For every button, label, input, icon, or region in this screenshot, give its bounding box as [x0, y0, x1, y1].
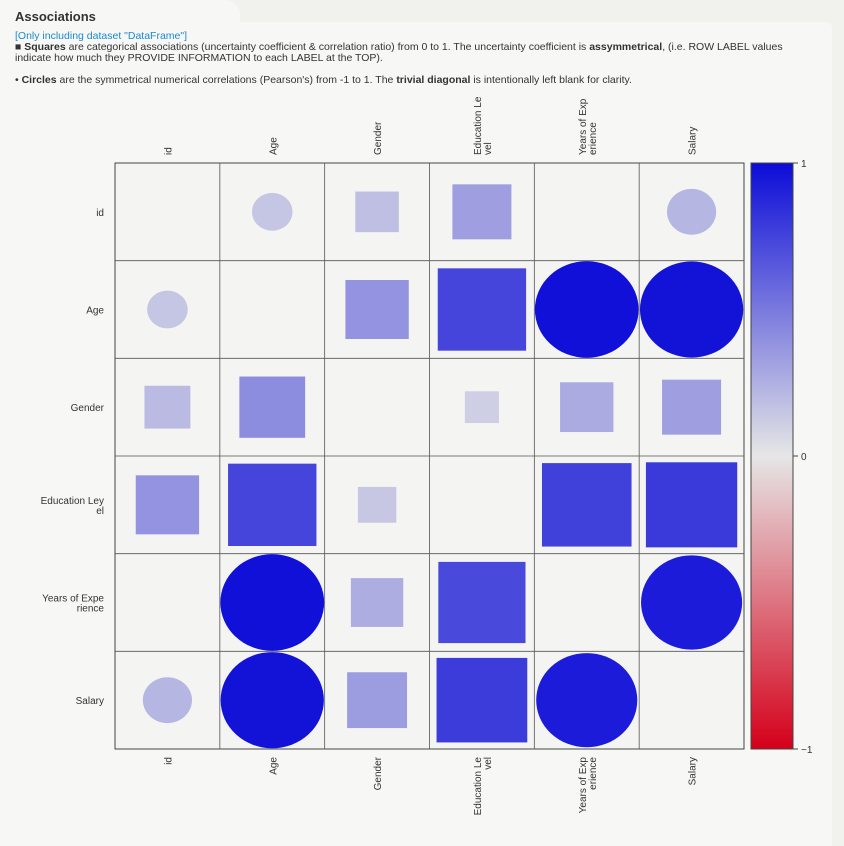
correlation-circle — [639, 261, 744, 358]
association-square — [437, 268, 527, 351]
association-square — [464, 391, 499, 424]
row-label: rience — [77, 604, 105, 615]
column-label-top: Gender — [373, 121, 384, 155]
row-label: Years of Expe — [42, 594, 104, 605]
association-square — [438, 561, 526, 644]
association-square — [239, 376, 306, 438]
circles-text: are the symmetrical numerical correlatio… — [56, 74, 397, 86]
column-label-bottom: id — [163, 757, 174, 765]
association-square — [662, 379, 722, 435]
colorbar — [750, 162, 794, 750]
correlation-circle — [220, 554, 325, 651]
column-label-bottom: Age — [268, 757, 279, 775]
column-label-bottom: Gender — [373, 756, 384, 790]
column-label-top: id — [163, 147, 174, 155]
colorbar-tick-label: −1 — [801, 745, 813, 756]
circles-note: • Circles are the symmetrical numerical … — [15, 75, 805, 86]
correlation-circle — [534, 261, 639, 358]
correlation-circle — [641, 555, 743, 650]
squares-text: are categorical associations (uncertaint… — [65, 41, 590, 53]
squares-text-end: , (i.e. ROW LABEL values indicate how mu… — [15, 41, 783, 64]
trivial-diagonal-label: trivial diagonal — [396, 74, 471, 86]
circles-label: Circles — [21, 74, 57, 86]
column-label-bottom: erience — [588, 757, 599, 790]
correlation-circle — [251, 192, 293, 231]
association-square — [452, 184, 512, 240]
association-square — [228, 463, 317, 547]
column-label-top: vel — [483, 142, 494, 155]
association-square — [645, 462, 738, 548]
square-bullet: ■ — [15, 41, 25, 53]
correlation-circle — [666, 188, 717, 235]
column-label-top: erience — [588, 122, 599, 155]
dataset-note: [Only including dataset "DataFrame"] — [15, 30, 188, 42]
correlation-circle — [142, 677, 193, 724]
assymmetrical-label: assymmetrical — [589, 41, 663, 53]
association-square — [541, 463, 632, 547]
column-label-bottom: Years of Exp — [578, 757, 589, 814]
row-label: Salary — [76, 696, 104, 707]
association-square — [357, 486, 397, 523]
circle-bullet: • — [15, 74, 22, 86]
association-square — [355, 191, 399, 233]
squares-label: Squares — [24, 41, 66, 53]
association-square — [350, 578, 404, 627]
row-label: Education Ley — [41, 496, 104, 507]
row-label: id — [96, 208, 104, 219]
section-tab — [0, 0, 240, 22]
association-square — [144, 385, 191, 429]
row-label: Gender — [71, 403, 105, 414]
correlation-circle — [220, 652, 324, 749]
column-label-top: Age — [268, 137, 279, 155]
colorbar-tick-label: 1 — [801, 159, 807, 170]
column-label-bottom: Education Le — [473, 757, 484, 816]
column-label-top: Education Le — [473, 96, 484, 155]
column-label-bottom: vel — [483, 757, 494, 770]
correlation-circle — [147, 290, 188, 329]
column-label-bottom: Salary — [688, 757, 699, 785]
page-title: Associations — [15, 9, 96, 24]
row-label: Age — [86, 306, 104, 317]
association-square — [347, 672, 408, 729]
association-square — [345, 279, 409, 340]
association-square — [436, 657, 528, 743]
row-label: el — [96, 506, 104, 517]
association-square — [135, 475, 200, 535]
squares-note: ■ Squares are categorical associations (… — [15, 42, 805, 64]
colorbar-tick-label: 0 — [801, 452, 807, 463]
correlation-circle — [536, 653, 638, 748]
column-label-top: Years of Exp — [578, 98, 589, 155]
association-square — [560, 382, 614, 433]
circles-text-end: is intentionally left blank for clarity. — [470, 74, 632, 86]
column-label-top: Salary — [688, 127, 699, 155]
